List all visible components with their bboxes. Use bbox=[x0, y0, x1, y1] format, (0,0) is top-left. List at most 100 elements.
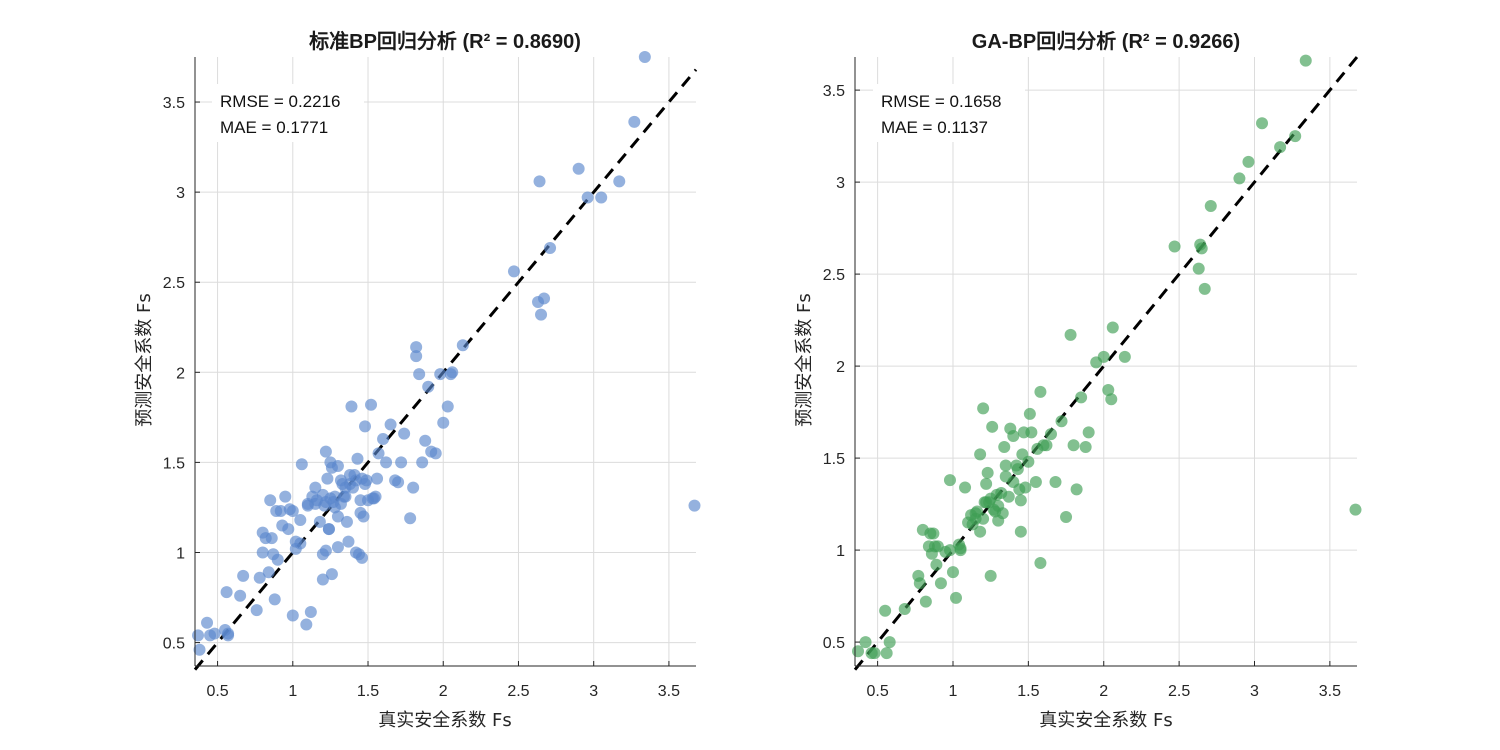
scatter-point bbox=[250, 604, 263, 617]
scatter-point bbox=[1204, 200, 1217, 213]
y-tick-label: 1 bbox=[176, 545, 185, 562]
scatter-point bbox=[533, 175, 546, 188]
scatter-point bbox=[282, 523, 295, 536]
y-tick-label: 3 bbox=[176, 185, 185, 202]
x-tick-label: 1.5 bbox=[1017, 683, 1039, 700]
scatter-point bbox=[1022, 455, 1035, 468]
scatter-point bbox=[1040, 439, 1053, 452]
scatter-point bbox=[331, 510, 344, 523]
scatter-point bbox=[274, 505, 287, 518]
scatter-point bbox=[441, 400, 454, 413]
x-tick-label: 3 bbox=[1250, 683, 1259, 700]
x-tick-label: 2 bbox=[439, 683, 448, 700]
scatter-point bbox=[943, 544, 956, 557]
scatter-point bbox=[974, 525, 987, 538]
y-tick-label: 2.5 bbox=[163, 275, 185, 292]
scatter-point bbox=[349, 546, 362, 559]
chart-left-standard-bp: 0.5 1 1.5 2 2.5 3 3.5 0.5 1 1.5 2 2.5 3 3.5 RMSE = 0.… bbox=[134, 29, 701, 731]
scatter-point bbox=[271, 553, 284, 566]
y-tick-label: 3 bbox=[836, 175, 845, 192]
identity-reference-line bbox=[193, 68, 698, 671]
x-tick-label: 3.5 bbox=[658, 683, 680, 700]
scatter-point bbox=[950, 591, 963, 604]
scatter-point bbox=[365, 398, 378, 411]
scatter-point bbox=[927, 527, 940, 540]
scatter-point bbox=[256, 546, 269, 559]
scatter-point bbox=[419, 434, 432, 447]
scatter-point bbox=[595, 191, 608, 204]
scatter-point bbox=[581, 191, 594, 204]
scatter-point bbox=[984, 492, 997, 505]
scatter-point bbox=[1233, 172, 1246, 185]
scatter-point bbox=[404, 512, 417, 525]
scatter-point bbox=[1168, 240, 1181, 253]
scatter-point bbox=[1019, 481, 1032, 494]
scatter-point bbox=[879, 604, 892, 617]
scatter-point bbox=[1014, 525, 1027, 538]
scatter-point bbox=[354, 506, 367, 519]
scatter-point bbox=[253, 571, 266, 584]
scatter-point bbox=[969, 507, 982, 520]
scatter-point bbox=[384, 418, 397, 431]
scatter-point bbox=[407, 481, 420, 494]
scatter-point bbox=[980, 477, 993, 490]
scatter-point bbox=[868, 647, 881, 660]
scatter-point bbox=[544, 241, 557, 254]
scatter-point bbox=[369, 490, 382, 503]
scatter-point bbox=[1349, 503, 1362, 516]
scatter-point bbox=[264, 494, 277, 507]
scatter-point bbox=[208, 627, 221, 640]
y-tick-label: 0.5 bbox=[823, 635, 845, 652]
scatter-points-left bbox=[192, 51, 701, 656]
scatter-point bbox=[437, 416, 450, 429]
scatter-point bbox=[613, 175, 626, 188]
scatter-point bbox=[572, 162, 585, 175]
scatter-point bbox=[192, 629, 205, 642]
scatter-point bbox=[342, 535, 355, 548]
scatter-point bbox=[434, 368, 447, 381]
x-axis-label-right: 真实安全系数 Fs bbox=[1039, 710, 1172, 731]
y-tick-label: 2 bbox=[176, 365, 185, 382]
scatter-point bbox=[1289, 130, 1302, 143]
scatter-point bbox=[1014, 494, 1027, 507]
x-tick-label: 1 bbox=[949, 683, 958, 700]
scatter-point bbox=[1070, 483, 1083, 496]
scatter-point bbox=[360, 474, 373, 487]
y-tick-label: 1.5 bbox=[823, 451, 845, 468]
scatter-point bbox=[1044, 428, 1057, 441]
scatter-point bbox=[313, 515, 326, 528]
scatter-point bbox=[295, 458, 308, 471]
scatter-point bbox=[446, 366, 459, 379]
scatter-point bbox=[999, 459, 1012, 472]
scatter-point bbox=[1106, 321, 1119, 334]
scatter-point bbox=[413, 368, 426, 381]
scatter-point bbox=[377, 432, 390, 445]
x-tick-label: 1.5 bbox=[357, 683, 379, 700]
scatter-point bbox=[262, 566, 275, 579]
chart-title-left: 标准BP回归分析 (R² = 0.8690) bbox=[309, 29, 581, 53]
scatter-point bbox=[319, 496, 332, 509]
tick-labels-left: 0.5 1 1.5 2 2.5 3 3.5 0.5 1 1.5 2 2.5 3 3.5 bbox=[163, 95, 680, 700]
scatter-point bbox=[1055, 415, 1068, 428]
scatter-point bbox=[193, 643, 206, 656]
scatter-point bbox=[309, 481, 322, 494]
scatter-point bbox=[268, 593, 281, 606]
scatter-point bbox=[1064, 328, 1077, 341]
scatter-point bbox=[345, 400, 358, 413]
scatter-point bbox=[1102, 384, 1115, 397]
grid-right bbox=[855, 57, 1357, 666]
scatter-point bbox=[398, 427, 411, 440]
scatter-point bbox=[981, 466, 994, 479]
scatter-point bbox=[371, 472, 384, 485]
scatter-point bbox=[343, 469, 356, 482]
scatter-point bbox=[372, 447, 385, 460]
scatter-point bbox=[1011, 463, 1024, 476]
scatter-point bbox=[237, 569, 250, 582]
scatter-point bbox=[628, 115, 641, 128]
scatter-point bbox=[1097, 350, 1110, 363]
scatter-point bbox=[340, 515, 353, 528]
scatter-point bbox=[1034, 385, 1047, 398]
scatter-point bbox=[1256, 117, 1269, 130]
scatter-point bbox=[1007, 430, 1020, 443]
rmse-label-right: RMSE = 0.1658 bbox=[881, 92, 1002, 111]
